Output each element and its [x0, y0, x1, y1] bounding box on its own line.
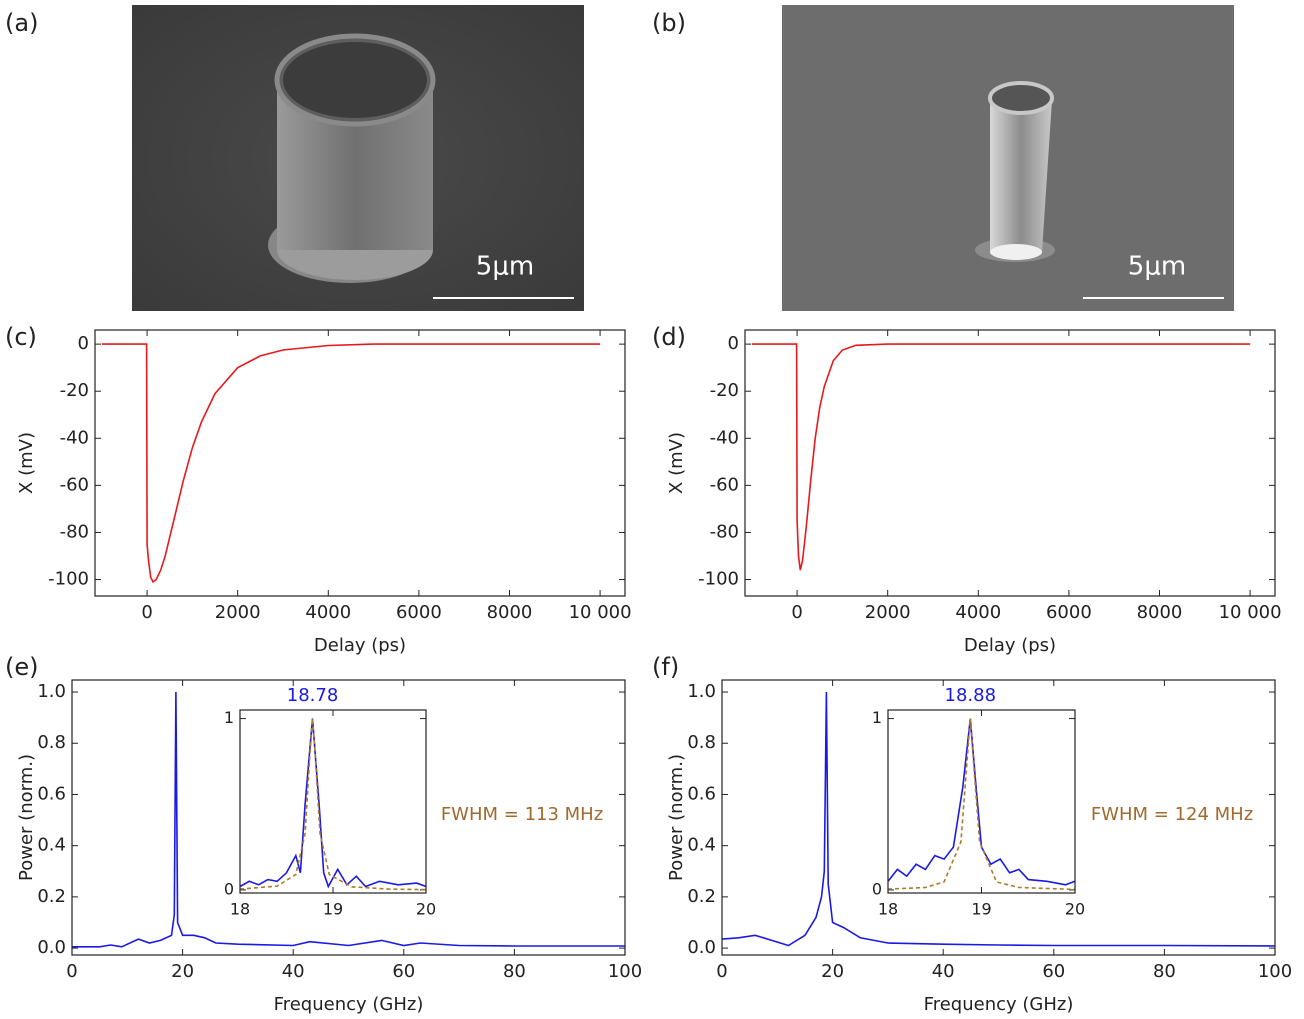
y-tick-label: -80 — [710, 521, 739, 542]
data-line — [721, 691, 1276, 947]
y-tick-label: 1.0 — [37, 681, 66, 702]
plot-frame — [94, 329, 626, 597]
annotation: FWHM = 124 MHz — [1091, 804, 1253, 825]
x-tick-label: 20 — [1065, 900, 1085, 919]
x-axis-label: Delay (ps) — [314, 635, 406, 656]
y-tick-label: 0.0 — [37, 937, 66, 958]
y-tick-label: -40 — [60, 427, 89, 448]
x-tick-label: 6000 — [1046, 602, 1092, 623]
y-tick-label: 0 — [728, 333, 739, 354]
x-axis-label: Delay (ps) — [964, 635, 1056, 656]
x-tick-label: 40 — [932, 961, 955, 982]
panel-label: (b) — [652, 9, 686, 37]
y-tick-label: 0.8 — [37, 732, 66, 753]
scale-bar-label: 5μm — [1128, 252, 1186, 282]
annotation: 18.78 — [287, 685, 339, 706]
x-tick-label: 0 — [66, 961, 77, 982]
x-tick-label: 4000 — [955, 602, 1001, 623]
inset-background — [888, 710, 1075, 893]
panel-label: (a) — [5, 9, 38, 37]
x-tick-label: 0 — [791, 602, 802, 623]
x-axis-label: Frequency (GHz) — [924, 994, 1074, 1015]
y-tick-label: -60 — [710, 474, 739, 495]
x-axis-label: Frequency (GHz) — [274, 994, 424, 1015]
y-tick-label: 1 — [224, 708, 234, 727]
annotation: FWHM = 113 MHz — [441, 804, 603, 825]
data-line — [101, 343, 601, 584]
y-tick-label: 1.0 — [687, 681, 716, 702]
panel-label: (c) — [5, 323, 37, 351]
x-tick-label: 20 — [821, 961, 844, 982]
x-tick-label: 80 — [503, 961, 526, 982]
x-tick-label: 60 — [1042, 961, 1065, 982]
annotation: 18.88 — [945, 685, 997, 706]
y-tick-label: -20 — [60, 380, 89, 401]
y-tick-label: 0.6 — [687, 783, 716, 804]
y-tick-label: 0 — [872, 879, 882, 898]
plot-frame — [721, 679, 1276, 956]
y-tick-label: -60 — [60, 474, 89, 495]
x-tick-label: 0 — [141, 602, 152, 623]
plot-frame — [744, 329, 1276, 597]
inset-background — [240, 710, 426, 893]
y-axis-label: Power (norm.) — [16, 754, 37, 881]
x-tick-label: 100 — [1258, 961, 1292, 982]
data-line — [887, 718, 1076, 891]
x-tick-label: 10 000 — [1219, 602, 1282, 623]
x-tick-label: 19 — [971, 900, 991, 919]
panel-label: (e) — [5, 653, 39, 681]
panel-label: (f) — [652, 653, 679, 681]
x-tick-label: 6000 — [396, 602, 442, 623]
y-tick-label: 0.4 — [687, 835, 716, 856]
data-line — [751, 343, 1251, 571]
y-tick-label: 0.0 — [687, 937, 716, 958]
x-tick-label: 2000 — [215, 602, 261, 623]
data-line — [239, 718, 427, 889]
x-tick-label: 4000 — [305, 602, 351, 623]
y-tick-label: 0 — [224, 879, 234, 898]
y-tick-label: 0.6 — [37, 783, 66, 804]
x-tick-label: 8000 — [1137, 602, 1183, 623]
y-tick-label: -100 — [698, 569, 739, 590]
sem-image: 5μm — [782, 5, 1234, 311]
x-tick-label: 100 — [608, 961, 642, 982]
y-tick-label: 0.2 — [37, 886, 66, 907]
x-tick-label: 18 — [878, 900, 898, 919]
x-tick-label: 40 — [282, 961, 305, 982]
x-tick-label: 20 — [416, 900, 436, 919]
y-tick-label: -20 — [710, 380, 739, 401]
x-tick-label: 60 — [392, 961, 415, 982]
y-tick-label: -40 — [710, 427, 739, 448]
y-tick-label: 0.2 — [687, 886, 716, 907]
plot-frame — [71, 679, 626, 956]
x-tick-label: 10 000 — [569, 602, 632, 623]
y-tick-label: 0.4 — [37, 835, 66, 856]
y-axis-label: X (mV) — [666, 432, 687, 494]
plot-frame — [239, 709, 427, 894]
x-tick-label: 18 — [230, 900, 250, 919]
x-tick-label: 19 — [323, 900, 343, 919]
y-axis-label: Power (norm.) — [666, 754, 687, 881]
panel-label: (d) — [652, 323, 686, 351]
data-line — [72, 691, 625, 948]
scale-bar-label: 5μm — [476, 252, 534, 282]
y-tick-label: 0 — [78, 333, 89, 354]
plot-frame — [887, 709, 1076, 894]
y-tick-label: -80 — [60, 521, 89, 542]
x-tick-label: 8000 — [487, 602, 533, 623]
x-tick-label: 80 — [1153, 961, 1176, 982]
x-tick-label: 2000 — [865, 602, 911, 623]
sem-image: 5μm — [132, 5, 584, 311]
y-tick-label: 0.8 — [687, 732, 716, 753]
y-tick-label: -100 — [48, 569, 89, 590]
x-tick-label: 20 — [171, 961, 194, 982]
y-tick-label: 1 — [872, 708, 882, 727]
x-tick-label: 0 — [716, 961, 727, 982]
y-axis-label: X (mV) — [16, 432, 37, 494]
